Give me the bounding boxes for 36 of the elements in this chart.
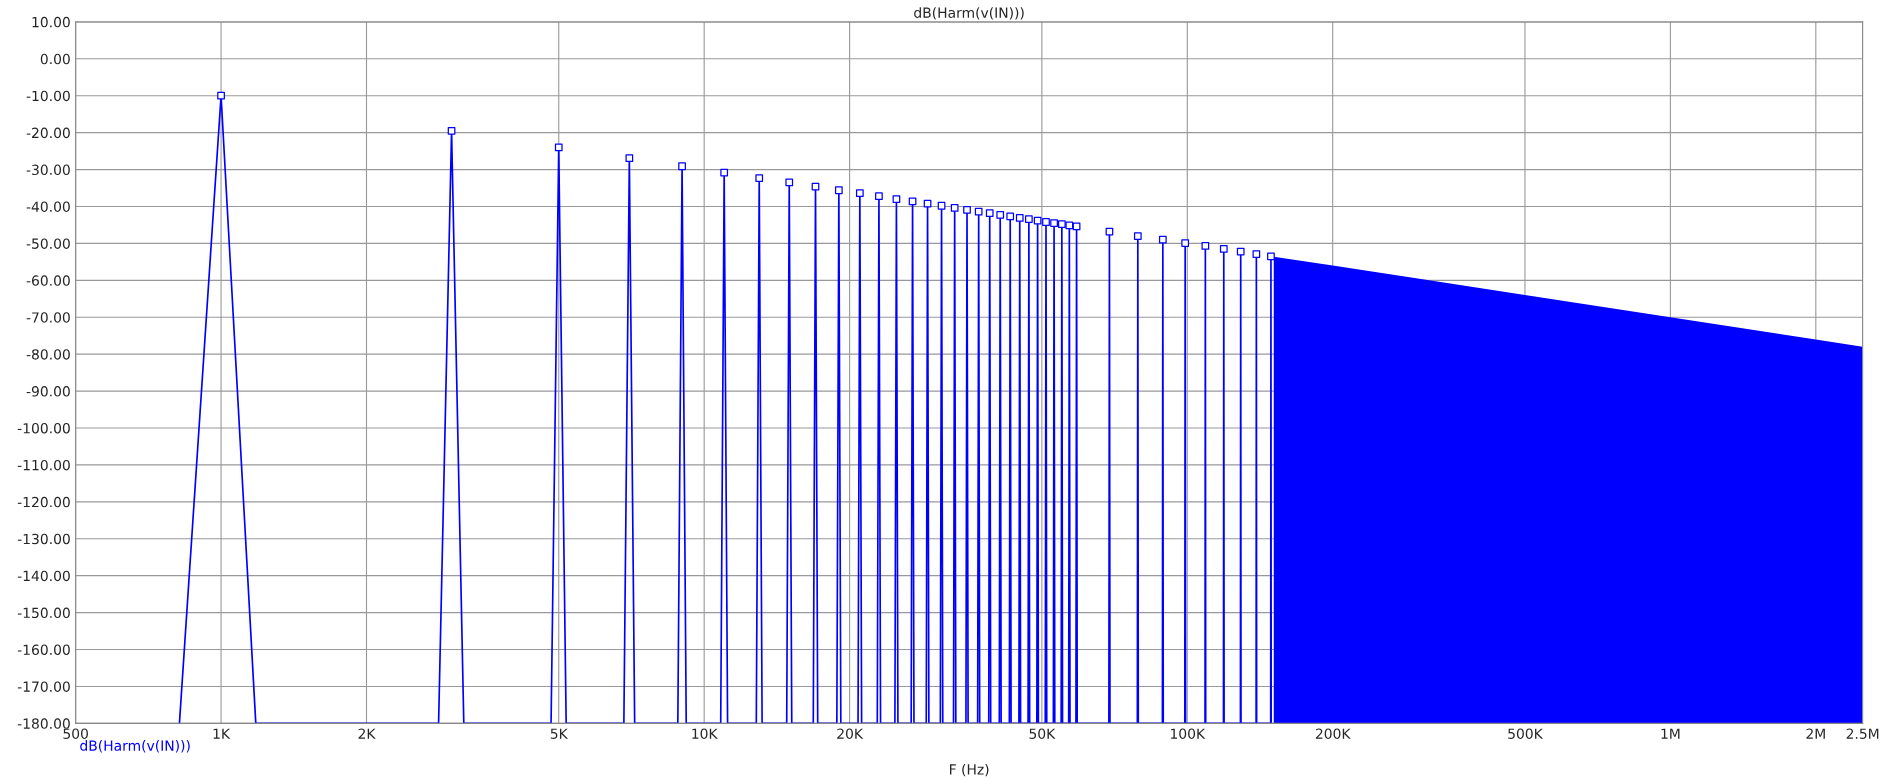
y-tick-label: 10.00 bbox=[32, 16, 70, 28]
x-tick-label: 500K bbox=[1508, 728, 1544, 739]
x-tick-label: 50K bbox=[1029, 728, 1056, 739]
x-tick-label: 1M bbox=[1661, 728, 1680, 739]
x-tick-label: 2K bbox=[358, 728, 376, 739]
y-tick-label: -70.00 bbox=[26, 312, 70, 323]
y-tick-label: -120.00 bbox=[17, 496, 70, 508]
y-tick-label: 0.00 bbox=[40, 53, 70, 65]
x-tick-label: 100K bbox=[1171, 728, 1206, 739]
x-tick-label: 20K bbox=[837, 728, 864, 739]
x-axis-title: F (Hz) bbox=[950, 763, 989, 777]
y-tick-label: -20.00 bbox=[26, 127, 70, 139]
y-tick-label: -150.00 bbox=[17, 607, 70, 619]
x-tick-label: 2M bbox=[1806, 728, 1825, 739]
y-tick-label: -80.00 bbox=[26, 349, 70, 360]
y-tick-label: -40.00 bbox=[26, 201, 70, 212]
y-tick-label: -60.00 bbox=[26, 275, 70, 286]
y-tick-label: -160.00 bbox=[17, 644, 70, 655]
x-tick-label: 5K bbox=[550, 728, 569, 739]
y-tick-label: -170.00 bbox=[17, 681, 70, 692]
y-tick-label: -10.00 bbox=[26, 90, 70, 102]
y-tick-label: -130.00 bbox=[17, 533, 70, 545]
x-tick-label: 500 bbox=[63, 728, 88, 739]
y-tick-label: -110.00 bbox=[17, 459, 70, 471]
y-tick-label: -100.00 bbox=[17, 422, 70, 434]
y-tick-label: -90.00 bbox=[26, 386, 70, 397]
y-tick-label: -140.00 bbox=[17, 570, 70, 582]
chart-title: dB(Harm(v(IN))) bbox=[914, 7, 1024, 20]
x-tick-label: 200K bbox=[1315, 728, 1351, 739]
x-tick-label: 2.5M bbox=[1846, 728, 1879, 739]
series-label: dB(Harm(v(IN))) bbox=[80, 740, 190, 753]
x-tick-label: 10K bbox=[692, 728, 718, 739]
x-tick-label: 1K bbox=[213, 728, 231, 739]
y-tick-label: -180.00 bbox=[17, 718, 70, 729]
y-tick-label: -30.00 bbox=[26, 164, 70, 176]
y-tick-label: -50.00 bbox=[26, 238, 70, 249]
